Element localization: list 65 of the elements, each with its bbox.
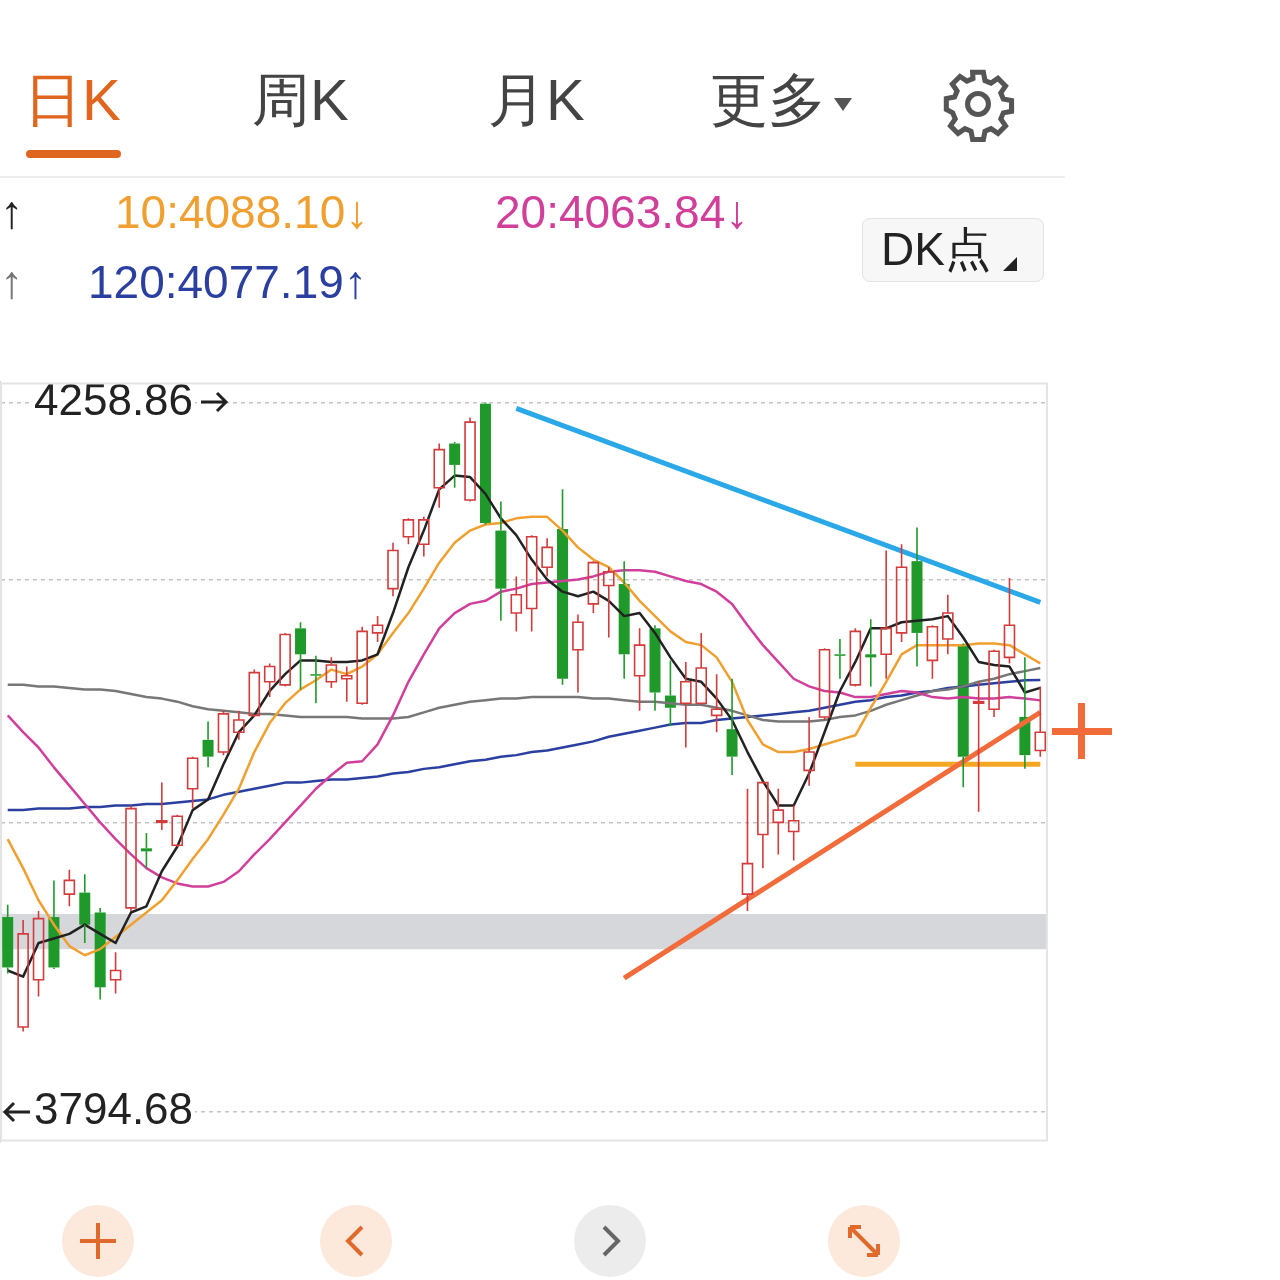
candlestick bbox=[633, 627, 646, 712]
candlestick bbox=[387, 541, 399, 598]
text: 日K bbox=[24, 66, 121, 134]
text: DK点 bbox=[881, 222, 991, 277]
candlestick bbox=[972, 681, 985, 813]
candlestick bbox=[942, 593, 954, 656]
candlestick bbox=[263, 662, 276, 698]
candlestick bbox=[895, 543, 908, 643]
candlestick bbox=[834, 638, 846, 680]
candlestick bbox=[880, 549, 892, 680]
candlestick bbox=[356, 626, 368, 706]
candlestick bbox=[2, 904, 14, 975]
candlestick bbox=[433, 442, 446, 509]
candlestick bbox=[63, 868, 76, 908]
candlestick bbox=[186, 755, 199, 810]
candlestick bbox=[865, 618, 877, 688]
candlestick bbox=[340, 665, 353, 703]
text: 周K bbox=[252, 66, 349, 134]
candlestick bbox=[525, 534, 538, 633]
candlestick bbox=[418, 516, 430, 558]
candlestick bbox=[233, 710, 245, 741]
candlestick bbox=[988, 648, 1000, 718]
candlestick bbox=[495, 500, 507, 622]
candlestick bbox=[911, 526, 923, 668]
candlestick bbox=[109, 951, 122, 995]
candlestick bbox=[510, 575, 523, 633]
candlestick bbox=[649, 624, 661, 712]
candlestick bbox=[803, 716, 815, 787]
text: ↑ bbox=[0, 185, 23, 239]
y-tick-label: 3794.68 bbox=[34, 1083, 194, 1133]
candlestick bbox=[1003, 577, 1016, 665]
candlestick bbox=[94, 907, 106, 1001]
candlestick bbox=[787, 804, 800, 862]
candlestick bbox=[17, 919, 29, 1033]
text: 20:4063.84↓ bbox=[495, 185, 749, 239]
candlestick bbox=[772, 787, 785, 856]
candlestick bbox=[618, 560, 630, 680]
candlestick bbox=[1034, 685, 1047, 758]
candlestick bbox=[602, 566, 615, 639]
candlestick bbox=[156, 781, 168, 831]
text: ↑ bbox=[0, 255, 23, 309]
text: 月K bbox=[488, 66, 585, 134]
candlestick bbox=[140, 832, 152, 869]
candlestick bbox=[310, 655, 322, 704]
candlestick bbox=[572, 613, 584, 694]
candlestick bbox=[680, 661, 692, 749]
candlestick bbox=[726, 677, 738, 776]
candlestick bbox=[557, 488, 569, 686]
candlestick bbox=[741, 787, 754, 912]
candlestick bbox=[541, 537, 553, 578]
candlestick bbox=[79, 873, 91, 944]
candlestick bbox=[757, 781, 769, 869]
candlestick bbox=[926, 624, 939, 680]
candlestick bbox=[449, 441, 461, 489]
candlestick bbox=[32, 910, 45, 998]
text: 更多 bbox=[710, 66, 827, 134]
candlestick bbox=[202, 720, 214, 769]
text: 120:4077.19↑ bbox=[88, 255, 367, 309]
candlestick bbox=[371, 615, 384, 643]
candlestick bbox=[295, 621, 307, 691]
candlestick bbox=[710, 673, 723, 734]
candlestick bbox=[957, 642, 969, 789]
candlestick bbox=[695, 632, 708, 706]
text: 10:4088.10↓ bbox=[115, 185, 369, 239]
y-tick-label: 4258.86 bbox=[34, 374, 194, 424]
